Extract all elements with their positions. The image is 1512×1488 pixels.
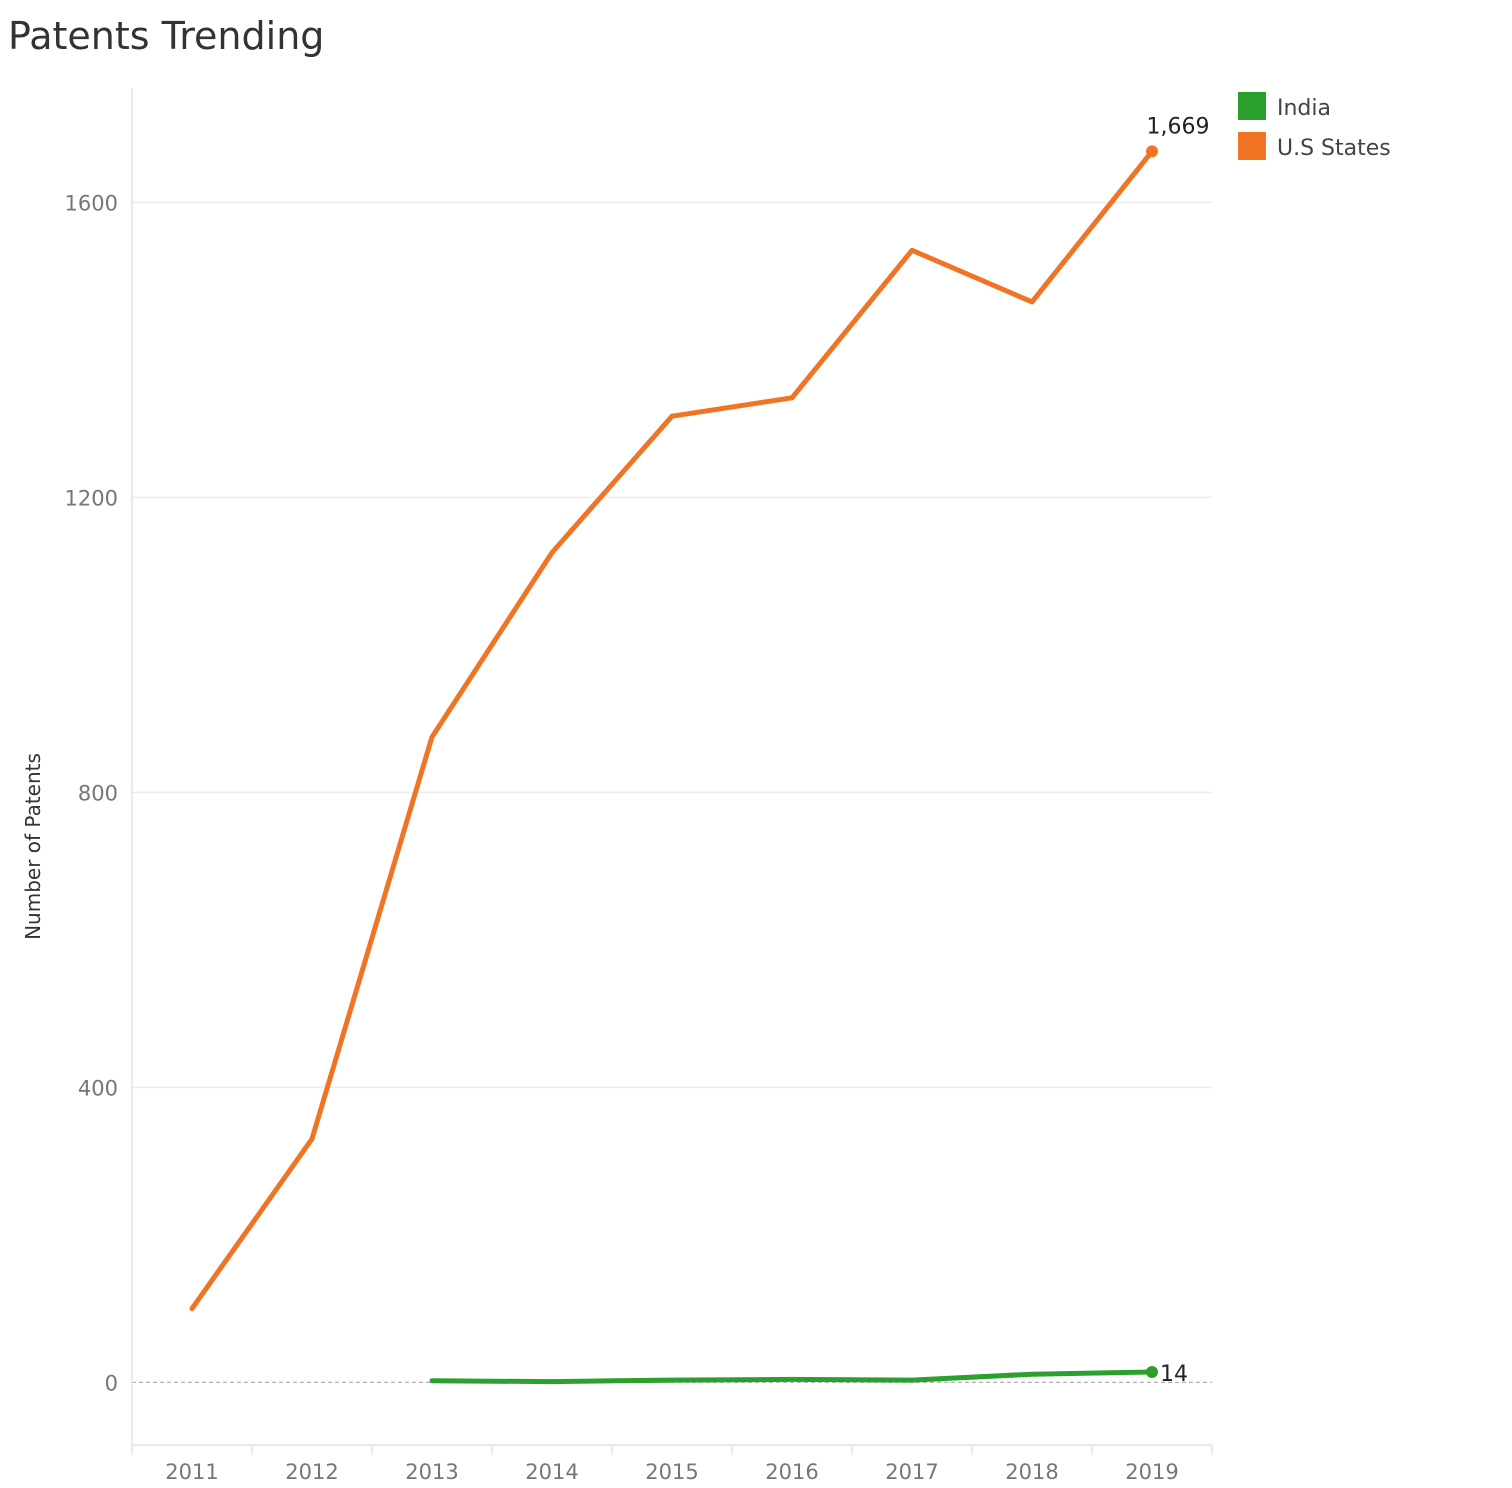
x-tick-label: 2015 <box>645 1460 698 1484</box>
x-tick-label: 2016 <box>765 1460 818 1484</box>
y-axis-title: Number of Patents <box>21 753 45 940</box>
legend-item-india[interactable]: India <box>1238 92 1331 121</box>
x-tick-label: 2011 <box>165 1460 218 1484</box>
y-tick-label: 800 <box>78 781 118 805</box>
legend-label: India <box>1277 96 1331 121</box>
legend-label: U.S States <box>1277 136 1391 161</box>
legend-item-u-s-states[interactable]: U.S States <box>1238 132 1391 161</box>
x-tick-label: 2018 <box>1005 1460 1058 1484</box>
end-point-marker-india[interactable] <box>1146 1366 1158 1378</box>
y-tick-label: 1200 <box>65 486 118 510</box>
x-tick-label: 2019 <box>1125 1460 1178 1484</box>
series-line-u-s-states[interactable] <box>192 151 1152 1308</box>
y-tick-label: 1600 <box>65 191 118 215</box>
y-tick-label: 0 <box>105 1371 118 1395</box>
end-value-label-india: 14 <box>1160 1362 1188 1387</box>
legend[interactable]: India U.S States <box>1238 92 1391 161</box>
x-tick-label: 2012 <box>285 1460 338 1484</box>
gridlines <box>132 202 1212 1382</box>
end-point-marker-u-s-states[interactable] <box>1146 145 1158 157</box>
data-labels: 14 1,669 <box>1147 114 1210 1387</box>
y-tick-label: 400 <box>78 1076 118 1100</box>
x-tick-label: 2017 <box>885 1460 938 1484</box>
series-line-india[interactable] <box>432 1372 1152 1382</box>
legend-swatch <box>1238 132 1266 160</box>
x-tick-label: 2013 <box>405 1460 458 1484</box>
legend-swatch <box>1238 92 1266 120</box>
series-lines <box>192 145 1158 1381</box>
x-tick-label: 2014 <box>525 1460 578 1484</box>
end-value-label-u-s-states: 1,669 <box>1147 114 1210 139</box>
